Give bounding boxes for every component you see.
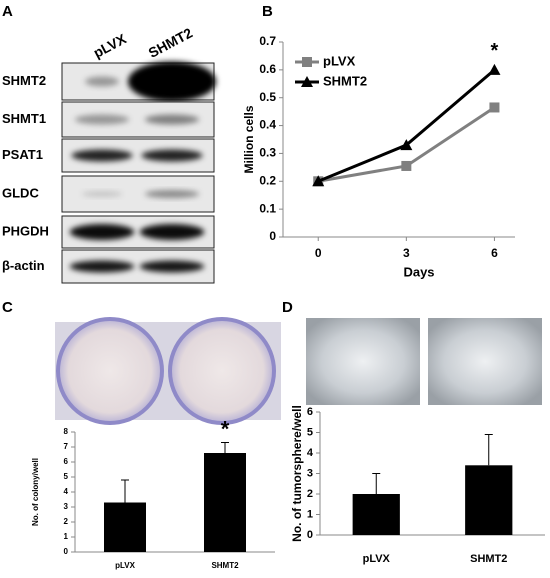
bar bbox=[104, 502, 146, 552]
y-tick-label: 6 bbox=[307, 406, 313, 418]
legend-marker bbox=[302, 57, 312, 67]
x-axis-label: Days bbox=[403, 264, 434, 279]
y-axis-label: No. of colony/well bbox=[31, 458, 40, 526]
x-tick-label: SHMT2 bbox=[470, 553, 507, 565]
dish bbox=[56, 317, 164, 425]
y-tick-label: 8 bbox=[64, 427, 69, 436]
y-tick-label: 1 bbox=[64, 532, 69, 541]
band bbox=[74, 114, 130, 125]
band bbox=[144, 114, 200, 125]
band bbox=[139, 224, 205, 240]
sphere-photo bbox=[306, 318, 420, 405]
y-axis-label: Million cells bbox=[242, 105, 256, 173]
x-tick-label: pLVX bbox=[115, 561, 136, 570]
y-tick-label: 0 bbox=[307, 529, 313, 541]
x-tick-label: 0 bbox=[315, 246, 322, 260]
panel-label: B bbox=[262, 3, 273, 20]
blot-row-label: β-actin bbox=[2, 258, 45, 273]
marker bbox=[400, 139, 413, 151]
y-tick-label: 0.6 bbox=[259, 62, 276, 76]
panel-label: C bbox=[2, 299, 13, 316]
band bbox=[141, 149, 203, 162]
blot-row-label: PSAT1 bbox=[2, 147, 43, 162]
y-tick-label: 3 bbox=[64, 502, 69, 511]
band bbox=[69, 224, 135, 240]
blot-row-label: GLDC bbox=[2, 185, 39, 200]
y-tick-label: 2 bbox=[307, 488, 313, 500]
legend-label: SHMT2 bbox=[323, 73, 367, 88]
blot-column-label: pLVX bbox=[91, 30, 130, 61]
y-tick-label: 0.2 bbox=[259, 173, 276, 187]
y-tick-label: 0 bbox=[64, 547, 69, 556]
error-bar bbox=[484, 434, 493, 466]
bar bbox=[204, 453, 246, 552]
y-tick-label: 5 bbox=[307, 426, 313, 438]
y-tick-label: 0.4 bbox=[259, 118, 276, 132]
error-bar bbox=[221, 442, 229, 453]
y-tick-label: 0.5 bbox=[259, 90, 276, 104]
y-axis-label: No. of tumorsphere/well bbox=[290, 405, 304, 542]
blot-column-label: SHMT2 bbox=[146, 24, 196, 61]
y-tick-label: 5 bbox=[64, 472, 69, 481]
y-tick-label: 6 bbox=[64, 457, 69, 466]
y-tick-label: 0.1 bbox=[259, 201, 276, 215]
panel-label: D bbox=[282, 299, 293, 316]
marker bbox=[312, 175, 325, 187]
band bbox=[85, 76, 119, 87]
legend-marker bbox=[301, 76, 313, 87]
y-tick-label: 0.7 bbox=[259, 34, 276, 48]
annotation: * bbox=[491, 40, 499, 62]
blot-row-label: SHMT2 bbox=[2, 73, 46, 88]
annotation: * bbox=[221, 416, 230, 441]
blot-row-label: PHGDH bbox=[2, 223, 49, 238]
y-tick-label: 2 bbox=[64, 517, 69, 526]
marker bbox=[489, 102, 500, 113]
x-tick-label: pLVX bbox=[363, 553, 391, 565]
band bbox=[81, 191, 123, 197]
sphere-photo bbox=[428, 318, 542, 405]
error-bar bbox=[121, 479, 129, 503]
bar bbox=[465, 465, 513, 535]
blot-row-label: SHMT1 bbox=[2, 111, 46, 126]
band bbox=[69, 260, 135, 273]
y-tick-label: 0 bbox=[269, 229, 276, 243]
bar bbox=[352, 494, 400, 535]
x-tick-label: 3 bbox=[403, 246, 410, 260]
error-bar bbox=[372, 473, 381, 494]
dish bbox=[168, 317, 276, 425]
y-tick-label: 4 bbox=[307, 447, 314, 459]
y-tick-label: 7 bbox=[64, 442, 69, 451]
band bbox=[139, 260, 205, 273]
x-tick-label: 6 bbox=[491, 246, 498, 260]
photos bbox=[55, 317, 542, 425]
panel-label: A bbox=[2, 3, 13, 20]
x-tick-label: SHMT2 bbox=[211, 561, 239, 570]
marker bbox=[488, 63, 501, 75]
legend-label: pLVX bbox=[323, 53, 356, 68]
y-tick-label: 3 bbox=[307, 467, 313, 479]
band bbox=[71, 149, 133, 162]
marker bbox=[401, 160, 412, 171]
y-tick-label: 0.3 bbox=[259, 146, 276, 160]
y-tick-label: 1 bbox=[307, 508, 313, 520]
band bbox=[128, 61, 216, 102]
y-tick-label: 4 bbox=[64, 487, 69, 496]
band bbox=[144, 190, 200, 198]
